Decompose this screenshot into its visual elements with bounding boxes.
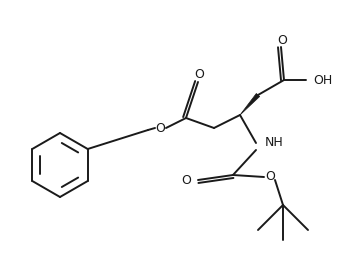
Text: O: O — [277, 33, 287, 47]
Text: O: O — [181, 174, 191, 187]
Text: O: O — [194, 69, 204, 82]
Text: NH: NH — [265, 137, 284, 150]
Polygon shape — [240, 94, 260, 115]
Text: OH: OH — [313, 73, 332, 86]
Text: O: O — [155, 122, 165, 134]
Text: O: O — [265, 171, 275, 184]
